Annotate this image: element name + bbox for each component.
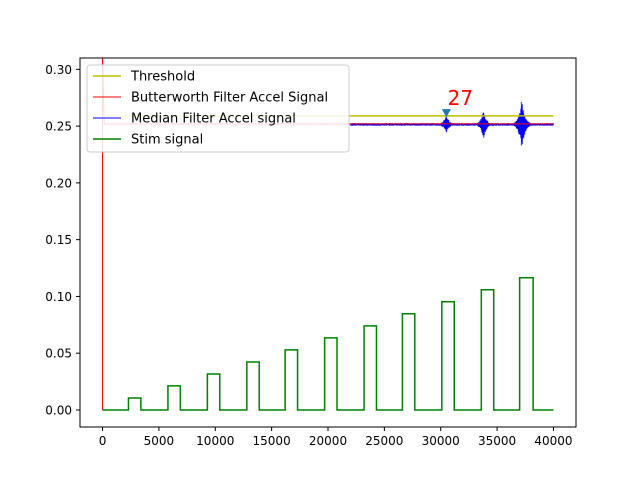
x-tick-label: 10000 [196,434,234,448]
x-tick-label: 15000 [253,434,291,448]
annotation-layer: 27 [441,86,473,118]
y-tick-label: 0.30 [45,63,72,77]
x-tick-label: 0 [99,434,107,448]
y-tick-label: 0.05 [45,347,72,361]
stim-signal-line [102,276,554,411]
y-tick-label: 0.20 [45,176,72,190]
legend-box [86,64,350,153]
x-tick-label: 5000 [144,434,175,448]
y-tick-label: 0.10 [45,290,72,304]
legend-label-stim: Stim signal [131,133,203,148]
legend: Threshold Butterworth Filter Accel Signa… [86,64,350,153]
x-tick-label: 40000 [534,434,572,448]
legend-label-butterworth: Butterworth Filter Accel Signal [131,91,328,106]
x-tick-label: 30000 [422,434,460,448]
x-axis: 0 5000 10000 15000 20000 25000 30000 35000 40000 [99,427,573,448]
peak-marker [441,109,451,118]
y-tick-label: 0.15 [45,233,72,247]
annotation-label: 27 [448,86,473,110]
x-tick-label: 25000 [365,434,403,448]
x-tick-label: 20000 [309,434,347,448]
y-tick-label: 0.25 [45,120,72,134]
y-axis: 0.00 0.05 0.10 0.15 0.20 0.25 0.30 [45,63,80,417]
x-tick-label: 35000 [478,434,516,448]
y-tick-label: 0.00 [45,403,72,417]
legend-label-threshold: Threshold [130,70,195,85]
legend-label-median: Median Filter Accel signal [131,112,296,127]
